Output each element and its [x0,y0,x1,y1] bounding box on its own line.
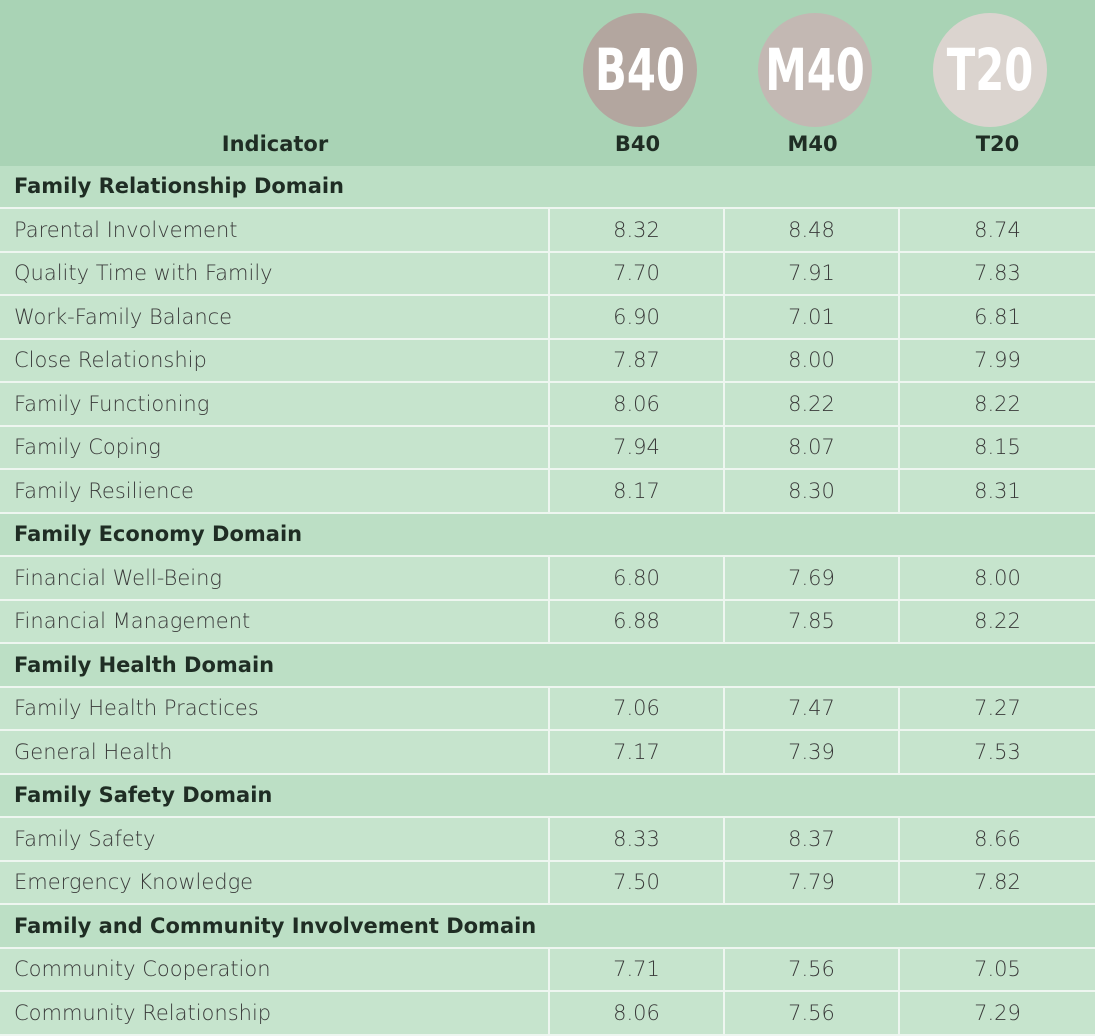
value-cell: 8.32 [550,209,725,253]
data-row: Community Relationship 8.06 7.56 7.29 [0,992,1095,1036]
domain-label: Family Relationship Domain [0,165,1095,209]
data-row: Family Health Practices 7.06 7.47 7.27 [0,687,1095,731]
indicator-cell: Financial Well-Being [0,557,550,601]
indicator-cell: Parental Involvement [0,209,550,253]
value-cell: 7.50 [550,861,725,905]
value-cell: 7.39 [725,731,900,775]
column-header: M40 [787,131,838,156]
domain-label: Family Economy Domain [0,513,1095,557]
value-cell: 7.47 [725,687,900,731]
badge-label: M40 [765,36,865,104]
value-cell: 7.91 [725,252,900,296]
value-cell: 7.94 [550,426,725,470]
data-row: Family Coping 7.94 8.07 8.15 [0,426,1095,470]
indicator-cell: Financial Management [0,600,550,644]
indicator-cell: Work-Family Balance [0,296,550,340]
value-cell: 7.17 [550,731,725,775]
header-row: Indicator B40 M40 T20 [0,122,1095,166]
domain-row: Family and Community Involvement Domain [0,905,1095,949]
badge-label: B40 [595,36,685,104]
domain-row: Family Economy Domain [0,513,1095,557]
value-cell: 8.00 [725,339,900,383]
indicator-cell: Emergency Knowledge [0,861,550,905]
indicator-cell: Family Safety [0,818,550,862]
domain-row: Family Safety Domain [0,774,1095,818]
badge-circle [583,13,697,127]
value-cell: 6.81 [900,296,1095,340]
value-cell: 8.06 [550,383,725,427]
indicator-cell: Family Resilience [0,470,550,514]
value-cell: 8.22 [725,383,900,427]
value-cell: 8.06 [550,992,725,1036]
value-cell: 8.00 [900,557,1095,601]
value-cell: 7.83 [900,252,1095,296]
badge-circle [758,13,872,127]
value-cell: 7.71 [550,948,725,992]
indicator-cell: Family Functioning [0,383,550,427]
value-cell: 8.33 [550,818,725,862]
value-cell: 8.31 [900,470,1095,514]
value-cell: 7.70 [550,252,725,296]
indicator-cell: Community Cooperation [0,948,550,992]
domain-label: Family and Community Involvement Domain [0,905,1095,949]
column-header: Indicator [221,131,329,156]
value-cell: 7.79 [725,861,900,905]
value-cell: 8.30 [725,470,900,514]
value-cell: 8.37 [725,818,900,862]
value-cell: 7.27 [900,687,1095,731]
value-cell: 7.99 [900,339,1095,383]
data-row: Quality Time with Family 7.70 7.91 7.83 [0,252,1095,296]
value-cell: 8.17 [550,470,725,514]
value-cell: 6.80 [550,557,725,601]
value-cell: 7.05 [900,948,1095,992]
value-cell: 6.88 [550,600,725,644]
domain-row: Family Health Domain [0,644,1095,688]
indicator-cell: General Health [0,731,550,775]
value-cell: 7.56 [725,948,900,992]
value-cell: 7.06 [550,687,725,731]
badge-label: T20 [947,36,1034,104]
indicator-cell: Close Relationship [0,339,550,383]
indicator-cell: Family Health Practices [0,687,550,731]
value-cell: 7.85 [725,600,900,644]
badge-circle [933,13,1047,127]
value-cell: 8.15 [900,426,1095,470]
data-row: Community Cooperation 7.71 7.56 7.05 [0,948,1095,992]
domain-row: Family Relationship Domain [0,165,1095,209]
data-row: Parental Involvement 8.32 8.48 8.74 [0,209,1095,253]
data-row: Family Functioning 8.06 8.22 8.22 [0,383,1095,427]
data-row: Close Relationship 7.87 8.00 7.99 [0,339,1095,383]
data-row: General Health 7.17 7.39 7.53 [0,731,1095,775]
value-cell: 8.07 [725,426,900,470]
value-cell: 8.22 [900,383,1095,427]
data-row: Emergency Knowledge 7.50 7.79 7.82 [0,861,1095,905]
data-row: Family Resilience 8.17 8.30 8.31 [0,470,1095,514]
value-cell: 8.22 [900,600,1095,644]
data-row: Financial Management 6.88 7.85 8.22 [0,600,1095,644]
domain-label: Family Health Domain [0,644,1095,688]
data-row: Family Safety 8.33 8.37 8.66 [0,818,1095,862]
value-cell: 8.48 [725,209,900,253]
value-cell: 6.90 [550,296,725,340]
value-cell: 7.29 [900,992,1095,1036]
domain-label: Family Safety Domain [0,774,1095,818]
value-cell: 8.66 [900,818,1095,862]
indicator-cell: Community Relationship [0,992,550,1036]
indicator-cell: Quality Time with Family [0,252,550,296]
indicator-cell: Family Coping [0,426,550,470]
value-cell: 7.56 [725,992,900,1036]
badge-strip: B40 M40 T20 [583,13,1047,127]
table-page: B40 M40 T20 Indicator B40 M40 T20 Family Relat… [0,13,1095,1036]
data-row: Financial Well-Being 6.80 7.69 8.00 [0,557,1095,601]
value-cell: 7.87 [550,339,725,383]
column-header: T20 [975,131,1020,156]
data-row: Work-Family Balance 6.90 7.01 6.81 [0,296,1095,340]
value-cell: 7.82 [900,861,1095,905]
value-cell: 7.69 [725,557,900,601]
value-cell: 8.74 [900,209,1095,253]
column-header: B40 [614,131,661,156]
value-cell: 7.01 [725,296,900,340]
value-cell: 7.53 [900,731,1095,775]
